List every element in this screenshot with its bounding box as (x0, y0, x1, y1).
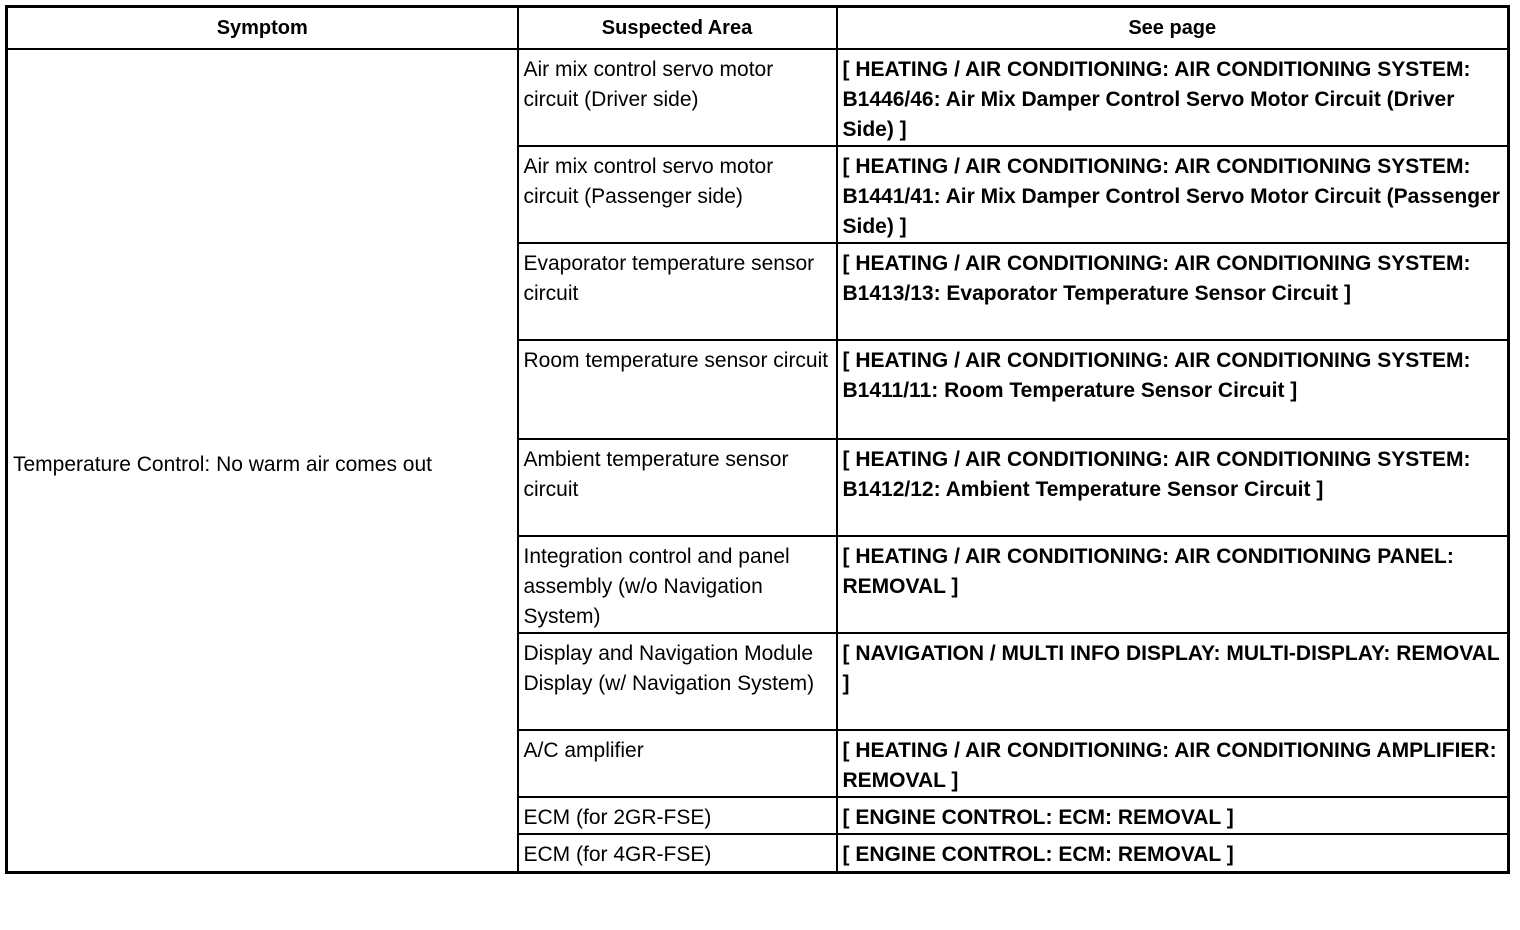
see-page-link[interactable]: [ HEATING / AIR CONDITIONING: AIR CONDIT… (842, 58, 1471, 141)
suspected-area-cell: Air mix control servo motor circuit (Pas… (516, 145, 838, 244)
see-page-link[interactable]: [ HEATING / AIR CONDITIONING: AIR CONDIT… (842, 448, 1471, 501)
see-page-cell: [ HEATING / AIR CONDITIONING: AIR CONDIT… (835, 242, 1510, 341)
see-page-link[interactable]: [ HEATING / AIR CONDITIONING: AIR CONDIT… (842, 349, 1471, 402)
see-page-cell: [ HEATING / AIR CONDITIONING: AIR CONDIT… (835, 48, 1510, 147)
see-page-cell: [ HEATING / AIR CONDITIONING: AIR CONDIT… (835, 145, 1510, 244)
see-page-cell: [ HEATING / AIR CONDITIONING: AIR CONDIT… (835, 438, 1510, 537)
table-row: Room temperature sensor circuit[ HEATING… (7, 339, 1510, 440)
see-page-cell: [ ENGINE CONTROL: ECM: REMOVAL ] (835, 796, 1510, 835)
see-page-cell: [ HEATING / AIR CONDITIONING: AIR CONDIT… (835, 729, 1510, 798)
see-page-link[interactable]: [ NAVIGATION / MULTI INFO DISPLAY: MULTI… (842, 642, 1500, 695)
suspected-area-cell: Air mix control servo motor circuit (Dri… (516, 48, 838, 147)
header-suspected-area: Suspected Area (516, 5, 838, 50)
suspected-area-cell: ECM (for 2GR-FSE) (516, 796, 838, 835)
suspected-area-cell: Display and Navigation Module Display (w… (516, 632, 838, 731)
header-see-page: See page (835, 5, 1510, 50)
table-row: A/C amplifier[ HEATING / AIR CONDITIONIN… (7, 729, 1510, 798)
see-page-link[interactable]: [ ENGINE CONTROL: ECM: REMOVAL ] (842, 806, 1234, 829)
see-page-link[interactable]: [ HEATING / AIR CONDITIONING: AIR CONDIT… (842, 252, 1471, 305)
see-page-cell: [ HEATING / AIR CONDITIONING: AIR CONDIT… (835, 339, 1510, 440)
table-row: Air mix control servo motor circuit (Pas… (7, 145, 1510, 244)
see-page-link[interactable]: [ HEATING / AIR CONDITIONING: AIR CONDIT… (842, 155, 1500, 238)
table-row: Temperature Control: No warm air comes o… (5, 48, 1510, 873)
table-row: Evaporator temperature sensor circuit[ H… (7, 242, 1510, 341)
header-row: Symptom Suspected Area See page (5, 5, 1510, 50)
suspected-area-cell: Integration control and panel assembly (… (516, 535, 838, 634)
suspected-area-cell: Evaporator temperature sensor circuit (516, 242, 838, 341)
see-page-link[interactable]: [ HEATING / AIR CONDITIONING: AIR CONDIT… (842, 545, 1454, 598)
symptom-table: Symptom Suspected Area See page Temperat… (5, 5, 1510, 874)
see-page-link[interactable]: [ ENGINE CONTROL: ECM: REMOVAL ] (842, 843, 1234, 866)
suspected-area-cell: A/C amplifier (516, 729, 838, 798)
table-row: ECM (for 4GR-FSE)[ ENGINE CONTROL: ECM: … (7, 833, 1510, 873)
symptom-cell: Temperature Control: No warm air comes o… (5, 48, 519, 873)
table-row: ECM (for 2GR-FSE)[ ENGINE CONTROL: ECM: … (7, 796, 1510, 835)
see-page-link[interactable]: [ HEATING / AIR CONDITIONING: AIR CONDIT… (842, 739, 1497, 792)
see-page-cell: [ HEATING / AIR CONDITIONING: AIR CONDIT… (835, 535, 1510, 634)
table-row: Display and Navigation Module Display (w… (7, 632, 1510, 731)
header-symptom: Symptom (5, 5, 519, 50)
suspected-area-cell: Ambient temperature sensor circuit (516, 438, 838, 537)
see-page-cell: [ ENGINE CONTROL: ECM: REMOVAL ] (835, 833, 1510, 873)
see-page-cell: [ NAVIGATION / MULTI INFO DISPLAY: MULTI… (835, 632, 1510, 731)
suspected-area-cell: ECM (for 4GR-FSE) (516, 833, 838, 873)
suspected-area-cell: Room temperature sensor circuit (516, 339, 838, 440)
table-row: Integration control and panel assembly (… (7, 535, 1510, 634)
table-row: Ambient temperature sensor circuit[ HEAT… (7, 438, 1510, 537)
